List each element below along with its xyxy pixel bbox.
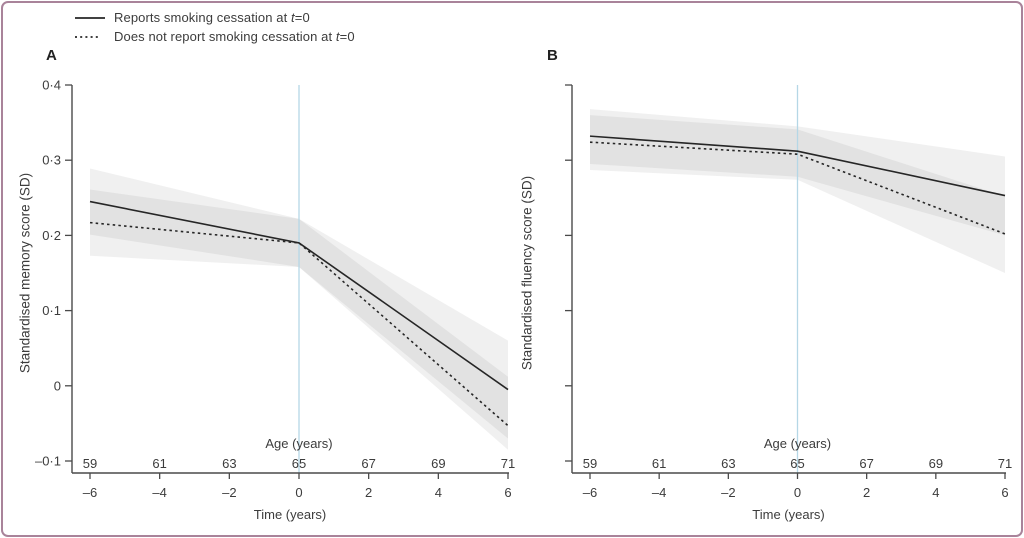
panel-a-age-tick-label: 69 (431, 456, 445, 471)
panel-a-x-tick-label: –6 (83, 485, 97, 500)
panel-a-x-tick-label: 6 (504, 485, 511, 500)
panel-b-x-tick-label: 6 (1001, 485, 1008, 500)
panel-a-x-tick-label: –2 (222, 485, 236, 500)
panel-a-y-tick-label: 0·2 (42, 228, 61, 243)
panel-a-time-axis-title: Time (years) (254, 507, 326, 522)
legend-label-no-cessation: Does not report smoking cessation at t=0 (114, 29, 355, 44)
panel-b-age-tick-label: 69 (929, 456, 943, 471)
legend-label-part: =0 (294, 10, 310, 25)
panel-a-y-tick-label: –0·1 (35, 454, 61, 469)
legend-item-cessation: Reports smoking cessation at t=0 (74, 8, 355, 27)
legend-label-cessation: Reports smoking cessation at t=0 (114, 10, 310, 25)
panel-a-age-tick-label: 61 (152, 456, 166, 471)
legend-label-part: =0 (339, 29, 355, 44)
panel-b-x-tick-label: 2 (863, 485, 870, 500)
panel-b-y-axis-title: Standardised fluency score (SD) (519, 175, 535, 371)
panel-b-label: B (547, 47, 558, 64)
panel-a-y-tick-label: 0·1 (42, 303, 61, 318)
panel-a-y-axis-title: Standardised memory score (SD) (17, 172, 33, 374)
legend-label-part: t (335, 29, 340, 44)
panel-b-age-tick-label: 63 (721, 456, 735, 471)
panel-a-series-line-solid (89, 200, 509, 391)
panel-b-ci-band-dotted (590, 115, 1005, 273)
solid-line-swatch (75, 16, 105, 19)
panel-b-age-axis-title: Age (years) (764, 436, 831, 451)
panel-a-y-tick-label: 0 (54, 378, 61, 393)
panel-b-time-axis-title: Time (years) (752, 507, 824, 522)
panel-a-y-tick-label: 0·4 (42, 78, 61, 93)
legend: Reports smoking cessation at t=0 Does no… (74, 8, 355, 46)
panel-b-x-tick-label: 4 (932, 485, 939, 500)
panel-a-x-tick-label: –4 (152, 485, 166, 500)
panel-a-x-tick-label: 0 (295, 485, 302, 500)
panel-a-age-tick-label: 63 (222, 456, 236, 471)
panel-b-x-tick-label: 0 (794, 485, 801, 500)
panel-a-y-tick-label: 0·3 (42, 153, 61, 168)
panel-a-age-axis-title: Age (years) (265, 436, 332, 451)
panel-a-series-line-dotted (89, 221, 509, 427)
legend-label-part: t (291, 10, 295, 25)
panel-b-x-tick-label: –4 (652, 485, 666, 500)
panel-a-age-tick-label: 65 (292, 456, 306, 471)
dotted-line-swatch (75, 35, 101, 38)
panel-b-age-tick-label: 65 (790, 456, 804, 471)
legend-label-part: Reports smoking cessation at (114, 10, 292, 25)
panel-b-series-line-dotted (589, 141, 1006, 235)
legend-label-part: Does not report smoking cessation at (114, 29, 336, 44)
panel-a-label: A (46, 47, 57, 64)
panel-a-x-tick-label: 2 (365, 485, 372, 500)
panel-b-age-tick-label: 59 (583, 456, 597, 471)
panel-a-age-tick-label: 71 (501, 456, 515, 471)
panel-a-age-tick-label: 67 (361, 456, 375, 471)
panel-b-age-tick-label: 67 (859, 456, 873, 471)
panel-b-x-tick-label: –6 (583, 485, 597, 500)
panel-a-x-tick-label: 4 (435, 485, 442, 500)
panel-a-age-tick-label: 59 (83, 456, 97, 471)
panel-b-age-tick-label: 71 (998, 456, 1012, 471)
panel-b-x-tick-label: –2 (721, 485, 735, 500)
panel-b-age-tick-label: 61 (652, 456, 666, 471)
panel-b-series-line-solid (589, 135, 1006, 197)
legend-item-no-cessation: Does not report smoking cessation at t=0 (74, 27, 355, 46)
panel-a-ci-band-dotted (90, 189, 508, 450)
panel-a-ci-band-solid (90, 168, 508, 439)
